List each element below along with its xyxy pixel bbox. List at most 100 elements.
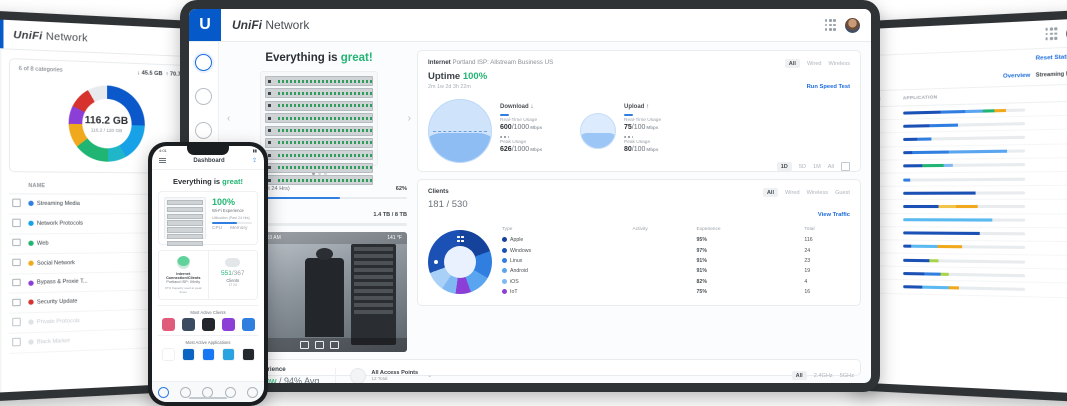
band-24[interactable]: 2.4GHz [813,372,833,379]
download-peak-unit: Mbps [530,146,543,152]
apps-grid-icon[interactable] [824,19,836,31]
list-item[interactable] [181,318,195,331]
uptime-label: Uptime [428,71,461,82]
camera-fullscreen-icon [329,340,339,349]
table-row[interactable]: / 7.1 GB [855,213,1067,228]
client-activity [633,235,697,245]
right-tablet-screen: Reset Statistics Overview Streaming Medi… [855,18,1067,394]
phone-title: Dashboard [193,157,225,164]
clients-col-type: Type [502,227,513,232]
segment-wired[interactable]: Wired [806,60,822,67]
carousel-dots[interactable] [231,172,407,175]
list-item[interactable] [201,348,215,361]
phone-client-list[interactable] [152,318,264,335]
time-range-1d[interactable]: 1D [776,162,792,171]
band-all[interactable]: All [791,371,807,381]
time-range-5d[interactable]: 5D [798,163,806,170]
phone-internet-title: Internet Connection/Clients [165,272,201,280]
phone-internet-tile[interactable]: Internet Connection/Clients Portland ISP… [159,251,208,299]
view-traffic-link[interactable]: View Traffic [817,212,850,218]
sidebar-item-dashboard-icon[interactable] [195,54,212,71]
row-checkbox[interactable] [8,313,26,334]
breadcrumb-overview-link[interactable]: Overview [1002,72,1031,80]
phone-tab-bar[interactable] [152,381,264,402]
clients-filter-segments[interactable]: All Wired Wireless Guest [762,188,850,197]
clients-segment-wired[interactable]: Wired [785,189,800,196]
upload-unit: Mbps [646,125,659,130]
segment-all[interactable]: All [784,59,800,68]
access-point-selector[interactable]: All Access Points 12 Total ⌄ [335,367,433,383]
list-item[interactable] [161,348,175,361]
table-row[interactable]: / 5.2 GB [855,171,1067,187]
uptime-duration: 2m 1w 2d 3h 22m [428,84,471,90]
list-item[interactable] [181,348,195,361]
phone-app-list[interactable] [152,348,264,365]
list-item[interactable] [221,318,235,331]
table-row[interactable]: / 19 GB [855,199,1067,214]
menu-icon[interactable] [159,157,166,164]
overview-column: Everything is great! ‹ [219,42,417,352]
client-type-row[interactable]: IoT 75% 16 [502,287,850,297]
client-type-row[interactable]: Windows 97% 24 [502,245,850,255]
list-item[interactable] [241,348,255,361]
reset-statistics-link[interactable]: Reset Statistics [1035,53,1067,62]
client-experience: 95% [696,237,707,244]
client-type-row[interactable]: Linux 91% 23 [502,256,850,266]
internet-filter-segments[interactable]: All Wired Wireless [784,59,850,68]
phone-legend-cpu: CPU [212,225,223,231]
row-name: Black Market [25,328,146,353]
list-item[interactable] [161,318,175,331]
row-checkbox[interactable] [8,273,26,294]
client-total: 16 [804,289,811,296]
ap-title: All Access Points [371,370,419,377]
client-type-row[interactable]: Android 91% 19 [502,266,850,276]
client-activity [633,277,697,287]
phone-headline: Everything is great! [152,170,264,191]
time-range-all[interactable]: All [827,163,834,170]
upload-stats: Upload ↑ Real-Time Usage 75/100Mbps [624,104,696,157]
share-icon[interactable]: ⇪ [251,158,257,164]
sidebar-item-devices-icon[interactable] [195,122,212,139]
app-title-suffix: Network [42,29,88,45]
band-selector[interactable]: All 2.4GHz 5GHz [791,371,854,381]
row-checkbox[interactable] [8,193,26,214]
list-item[interactable] [221,348,235,361]
phone-internet-isp: Portland ISP: Xfinity [166,280,201,284]
row-checkbox[interactable] [8,213,26,234]
sidebar-item-topology-icon[interactable] [195,88,212,105]
list-item[interactable] [241,318,255,331]
segment-wireless[interactable]: Wireless [828,60,850,67]
table-row[interactable]: / 7.1 GB [855,279,1067,298]
carousel-next-icon[interactable]: › [407,113,411,124]
apps-grid-icon[interactable] [1045,27,1058,41]
band-5[interactable]: 5GHz [839,372,854,379]
client-experience: 75% [696,289,707,296]
time-range-selector[interactable]: 1D 5D 1M All [776,162,850,171]
client-type-row[interactable]: iOS 82% 4 [502,277,850,287]
phone-wifi-label: Wi-Fi Experience [212,208,244,213]
phone-clients-tile[interactable]: 551/367 Clients 17 24 [207,251,258,299]
download-unit: Mbps [530,125,543,130]
device-carousel[interactable]: ‹ › [227,71,411,186]
column-header-name[interactable]: NAME [25,178,146,195]
calendar-icon[interactable] [841,162,850,171]
chevron-down-icon[interactable]: ⌄ [427,373,433,380]
table-row[interactable]: / 14 GB [855,185,1067,200]
camera-controls[interactable] [231,337,407,352]
clients-segment-guest[interactable]: Guest [835,189,850,196]
storage-value: 1.4 TB / 8 TB [373,212,407,219]
row-name: Network Protocols [25,213,146,234]
clients-segment-all[interactable]: All [762,188,778,197]
run-speed-test-link[interactable]: Run Speed Test [806,84,850,90]
phone-wifi-percent: 100% [212,197,236,207]
row-checkbox[interactable] [8,253,26,274]
avatar[interactable] [845,17,860,33]
row-checkbox[interactable] [8,293,26,314]
time-range-1m[interactable]: 1M [813,163,821,170]
row-checkbox[interactable] [8,332,26,354]
list-item[interactable] [201,318,215,331]
row-checkbox[interactable] [8,233,26,254]
clients-segment-wireless[interactable]: Wireless [806,189,829,196]
carousel-prev-icon[interactable]: ‹ [227,113,231,124]
client-type-row[interactable]: Apple 95% 116 [502,235,850,245]
